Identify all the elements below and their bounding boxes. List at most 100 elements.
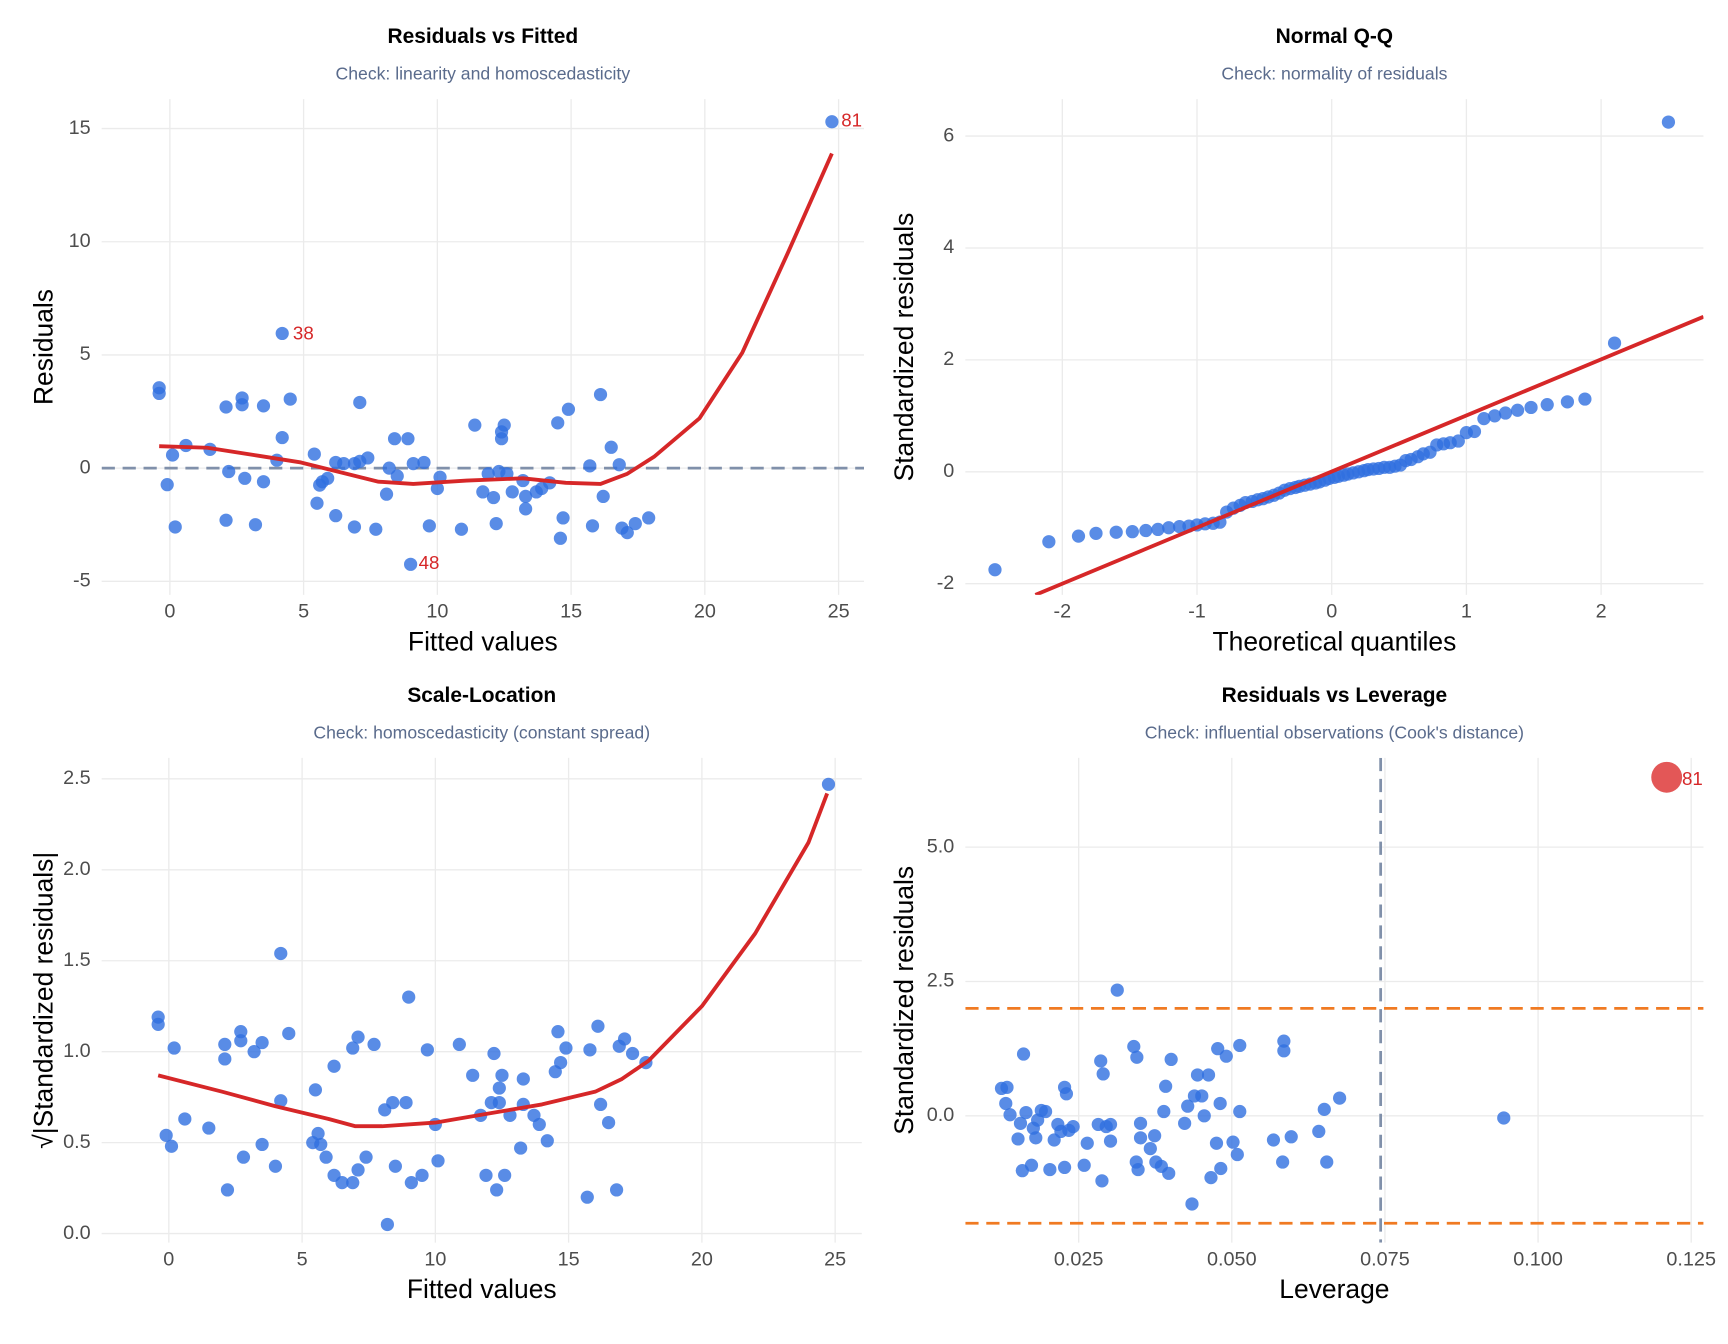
- y-tick-label: 0: [943, 460, 954, 482]
- point: [388, 1159, 402, 1173]
- y-tick-label: 4: [943, 236, 954, 258]
- point: [1000, 1080, 1014, 1094]
- x-tick-label: 2: [1596, 601, 1607, 623]
- point: [234, 1034, 248, 1048]
- panel-subtitle: Check: influential observations (Cook's …: [1145, 722, 1524, 742]
- point: [452, 1037, 466, 1052]
- point: [481, 467, 495, 481]
- y-axis-label: Residuals: [28, 289, 58, 405]
- point: [516, 1072, 530, 1086]
- point: [369, 522, 383, 536]
- point: [283, 392, 297, 406]
- point: [583, 1043, 597, 1057]
- point: [540, 1134, 554, 1148]
- point: [152, 386, 166, 401]
- point: [168, 520, 182, 534]
- point: [404, 1176, 418, 1190]
- point: [335, 1176, 349, 1190]
- point: [1467, 424, 1482, 439]
- point: [1498, 406, 1513, 420]
- point: [234, 1025, 248, 1039]
- x-tick-label: 0.125: [1666, 1249, 1716, 1271]
- point: [1560, 395, 1575, 409]
- point: [420, 1043, 434, 1057]
- x-tick-label: -1: [1188, 601, 1206, 623]
- point: [327, 1059, 341, 1073]
- point: [825, 115, 839, 129]
- point: [399, 1095, 413, 1110]
- point: [551, 1025, 565, 1039]
- point: [1131, 1162, 1145, 1177]
- point: [401, 432, 415, 446]
- x-tick-label: 0.075: [1360, 1249, 1410, 1271]
- point: [1510, 403, 1525, 417]
- point: [1172, 520, 1187, 534]
- point: [353, 395, 367, 410]
- point: [1159, 1079, 1173, 1093]
- point: [386, 1095, 400, 1110]
- point: [628, 516, 642, 531]
- point: [404, 557, 418, 571]
- point: [514, 1141, 528, 1155]
- point: [620, 526, 634, 540]
- point: [346, 1041, 360, 1055]
- point: [1317, 1102, 1331, 1116]
- point: [1162, 1166, 1176, 1180]
- y-axis-label: √|Standardized residuals|: [28, 852, 58, 1149]
- point: [1178, 1116, 1192, 1130]
- point: [1540, 398, 1554, 412]
- point: [556, 511, 570, 525]
- x-tick-label: 0: [1326, 601, 1337, 623]
- point: [1089, 526, 1103, 540]
- point: [1162, 521, 1176, 535]
- point: [593, 387, 608, 402]
- point: [417, 455, 431, 470]
- point: [490, 1183, 504, 1197]
- point: [642, 511, 656, 525]
- point: [220, 1183, 235, 1197]
- point: [604, 440, 618, 454]
- point: [821, 777, 836, 791]
- y-tick-label: 10: [69, 230, 91, 252]
- point: [476, 485, 490, 499]
- point: [235, 398, 249, 412]
- panel-subtitle: Check: linearity and homoscedasticity: [336, 64, 631, 84]
- point: [1095, 1174, 1109, 1188]
- point: [1080, 1136, 1094, 1150]
- point: [1143, 1141, 1157, 1156]
- point: [256, 475, 271, 489]
- y-tick-label: 1.0: [63, 1040, 91, 1062]
- influential-point: [1651, 761, 1683, 793]
- point: [1320, 1155, 1334, 1169]
- point: [238, 471, 252, 485]
- point: [487, 1046, 501, 1061]
- point: [561, 402, 576, 416]
- plot-area: [988, 115, 1704, 595]
- point: [159, 1128, 173, 1142]
- point: [580, 1190, 594, 1204]
- point: [1211, 1042, 1225, 1056]
- y-axis-label: Standardized residuals: [889, 213, 919, 482]
- x-tick-label: 20: [694, 601, 716, 623]
- point: [1477, 412, 1491, 426]
- point: [247, 1045, 261, 1059]
- point: [337, 456, 351, 471]
- y-tick-label: 15: [69, 117, 91, 139]
- fit-line: [1034, 315, 1704, 595]
- point: [466, 1068, 480, 1082]
- panel-subtitle: Check: normality of residuals: [1221, 64, 1447, 84]
- panel: Residuals vs Leverage Check: influential …: [889, 684, 1716, 1304]
- y-tick-label: -5: [73, 570, 91, 592]
- y-tick-label: 0.5: [63, 1131, 91, 1153]
- point: [222, 464, 236, 479]
- point: [274, 946, 288, 961]
- point: [1284, 1130, 1298, 1144]
- fit-line: [157, 792, 829, 1129]
- point: [359, 1150, 373, 1164]
- point-label: 81: [841, 110, 862, 131]
- point: [454, 522, 469, 536]
- point: [486, 490, 501, 505]
- point: [319, 1150, 333, 1164]
- y-tick-label: 0.0: [927, 1104, 955, 1126]
